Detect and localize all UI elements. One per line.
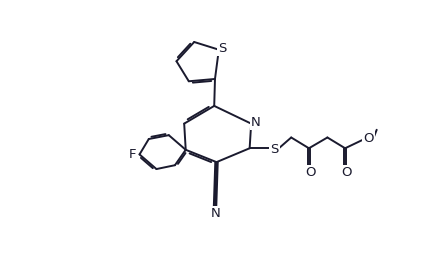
Text: N: N (211, 207, 221, 220)
Text: O: O (305, 166, 316, 179)
Text: S: S (218, 42, 227, 55)
Text: O: O (341, 166, 352, 179)
Text: O: O (363, 132, 374, 145)
Text: N: N (251, 115, 261, 129)
Text: S: S (270, 143, 279, 156)
Text: F: F (129, 148, 136, 161)
